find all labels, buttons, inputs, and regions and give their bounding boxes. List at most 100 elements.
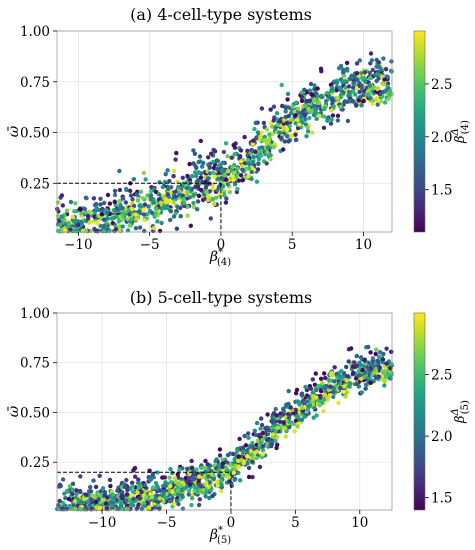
- data-point: [354, 353, 359, 359]
- data-point: [363, 382, 369, 387]
- data-point: [136, 502, 141, 507]
- data-point: [198, 138, 203, 144]
- data-point: [292, 429, 297, 434]
- label-superscript: Δ: [450, 408, 461, 416]
- data-point: [205, 176, 211, 181]
- data-point: [253, 120, 258, 126]
- data-point: [217, 447, 223, 452]
- data-point: [203, 494, 208, 499]
- data-point: [281, 118, 286, 123]
- data-point: [382, 77, 387, 82]
- data-point: [113, 226, 119, 232]
- x-tick-label: −5: [140, 237, 160, 253]
- colorbar-tick-label: 2.5: [431, 77, 452, 93]
- data-point: [362, 70, 368, 75]
- data-point: [191, 148, 196, 153]
- data-point: [194, 467, 199, 472]
- data-point: [117, 206, 123, 211]
- data-point: [68, 227, 73, 232]
- data-point: [249, 169, 254, 175]
- colorbar-tick-label: 1.5: [431, 183, 452, 199]
- data-point: [254, 420, 260, 426]
- data-point: [75, 222, 81, 228]
- data-point: [201, 160, 206, 166]
- data-point: [295, 117, 300, 123]
- data-point: [153, 481, 159, 486]
- data-point: [70, 487, 75, 492]
- data-point: [262, 138, 268, 143]
- data-point: [63, 228, 68, 234]
- data-point: [389, 59, 394, 64]
- data-point: [195, 184, 201, 189]
- data-point: [116, 219, 122, 224]
- data-point: [165, 192, 170, 197]
- data-point: [160, 475, 165, 480]
- data-point: [355, 77, 360, 83]
- data-point: [107, 201, 113, 206]
- data-point: [124, 503, 130, 508]
- data-point: [385, 75, 390, 80]
- data-point: [210, 186, 216, 191]
- data-point: [295, 125, 301, 131]
- data-point: [293, 113, 298, 118]
- data-point: [115, 506, 120, 512]
- data-point: [349, 346, 354, 351]
- data-point: [240, 445, 246, 450]
- data-point: [303, 384, 308, 390]
- data-point: [160, 184, 165, 190]
- label-base: β: [209, 249, 218, 265]
- data-point: [223, 141, 229, 146]
- data-point: [267, 132, 272, 137]
- data-point: [375, 90, 380, 95]
- data-point: [78, 474, 83, 479]
- data-point: [231, 177, 236, 183]
- data-point: [328, 384, 333, 389]
- data-point: [258, 426, 263, 431]
- data-point: [207, 171, 212, 176]
- data-point: [345, 374, 350, 379]
- data-point: [197, 154, 203, 159]
- data-point: [266, 427, 271, 433]
- data-point: [250, 444, 255, 449]
- data-point: [117, 187, 123, 193]
- data-point: [246, 474, 252, 480]
- data-point: [175, 488, 181, 493]
- data-point: [94, 228, 99, 234]
- data-point: [317, 113, 322, 119]
- data-point: [168, 466, 173, 472]
- data-point: [264, 443, 269, 448]
- data-point: [295, 424, 300, 429]
- data-point: [103, 501, 109, 506]
- data-point: [362, 358, 367, 363]
- data-point: [317, 403, 322, 408]
- data-point: [293, 100, 299, 106]
- data-point: [273, 429, 278, 434]
- data-point: [251, 154, 256, 159]
- data-point: [299, 90, 304, 95]
- data-point: [234, 449, 240, 454]
- data-point: [250, 459, 255, 464]
- data-point: [182, 200, 187, 205]
- data-point: [340, 80, 345, 85]
- data-point: [56, 218, 62, 223]
- data-point: [92, 202, 98, 208]
- data-point: [305, 407, 310, 412]
- data-point: [108, 500, 113, 505]
- data-point: [236, 178, 242, 183]
- data-point: [275, 442, 280, 447]
- data-point: [274, 413, 279, 418]
- y-tick-label: 0.25: [20, 455, 50, 471]
- data-point: [205, 194, 211, 199]
- data-point: [302, 414, 307, 419]
- data-point: [248, 448, 254, 454]
- data-point: [66, 221, 72, 226]
- data-point: [55, 213, 61, 219]
- data-point: [179, 488, 184, 493]
- data-point: [197, 497, 202, 502]
- data-point: [139, 506, 145, 512]
- data-point: [274, 111, 280, 116]
- panel-a-colorbar: 1.5 2.0 2.5 βΔ(4): [413, 30, 471, 233]
- data-point: [157, 488, 163, 493]
- data-point: [315, 86, 320, 91]
- data-point: [124, 477, 129, 483]
